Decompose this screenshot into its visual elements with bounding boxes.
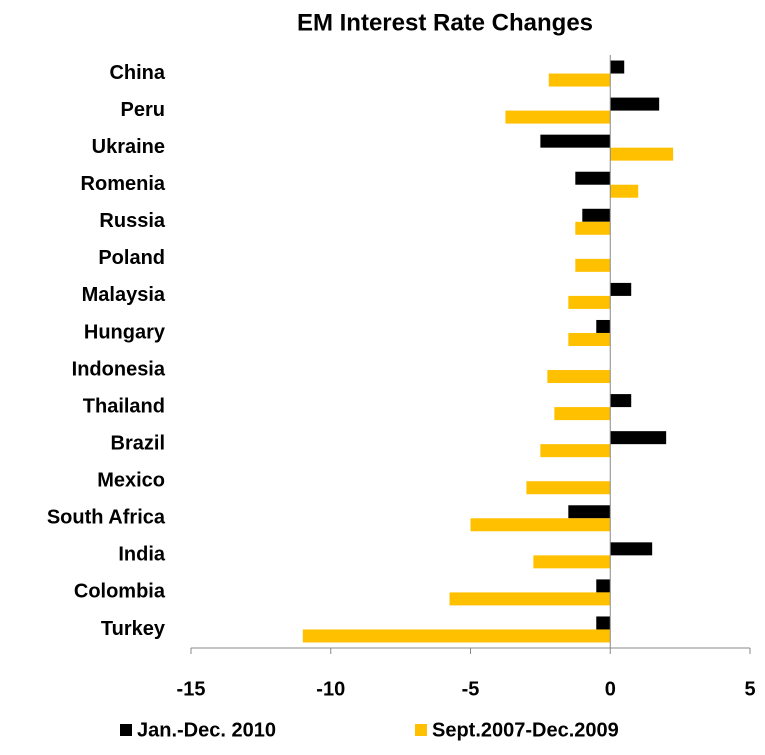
y-tick-label: Turkey — [101, 618, 166, 640]
bar — [554, 407, 611, 421]
bar — [596, 319, 611, 333]
bar — [610, 542, 653, 556]
y-tick-label: South Africa — [47, 507, 166, 529]
bar — [610, 394, 632, 408]
bar — [610, 282, 632, 296]
x-tick-label: -15 — [177, 678, 206, 700]
y-tick-label: Poland — [98, 247, 165, 269]
bar — [547, 370, 611, 384]
bar — [568, 505, 611, 519]
y-tick-label: Indonesia — [72, 358, 166, 380]
bar — [575, 221, 611, 235]
bar — [596, 616, 611, 630]
x-tick-label: -10 — [316, 678, 345, 700]
legend-swatch — [415, 724, 427, 736]
legend-label: Sept.2007-Dec.2009 — [432, 719, 619, 741]
y-tick-label: Malaysia — [82, 284, 166, 306]
y-tick-label: Russia — [99, 210, 165, 232]
x-tick-label: 0 — [605, 678, 616, 700]
x-tick-label: 5 — [744, 678, 755, 700]
bar — [596, 579, 611, 593]
bar — [582, 208, 611, 222]
bar — [470, 518, 611, 532]
bar — [610, 147, 674, 161]
chart-title: EM Interest Rate Changes — [297, 9, 593, 36]
bar — [610, 97, 660, 111]
bar — [533, 555, 611, 569]
bar — [505, 110, 611, 124]
bar — [610, 184, 639, 198]
bar — [302, 629, 611, 643]
legend-swatch — [120, 724, 132, 736]
legend-label: Jan.-Dec. 2010 — [137, 719, 276, 741]
y-tick-label: Romenia — [81, 173, 166, 195]
bar — [540, 134, 611, 148]
bar — [610, 431, 667, 445]
bar — [548, 73, 611, 87]
bar — [568, 295, 611, 309]
y-tick-label: Mexico — [97, 470, 165, 492]
y-tick-label: Peru — [121, 99, 165, 121]
bar — [610, 60, 625, 74]
y-tick-label: Brazil — [111, 432, 165, 454]
y-tick-label: Colombia — [74, 581, 166, 603]
bar — [568, 332, 611, 346]
y-tick-label: Thailand — [83, 395, 165, 417]
bar — [526, 481, 611, 495]
x-tick-label: -5 — [462, 678, 480, 700]
y-tick-label: China — [109, 62, 165, 84]
y-tick-label: Hungary — [84, 321, 166, 343]
bar — [449, 592, 611, 606]
bar — [575, 171, 611, 185]
bar — [540, 444, 611, 458]
bar — [575, 258, 611, 272]
y-tick-label: India — [118, 544, 166, 566]
y-tick-label: Ukraine — [92, 136, 165, 158]
